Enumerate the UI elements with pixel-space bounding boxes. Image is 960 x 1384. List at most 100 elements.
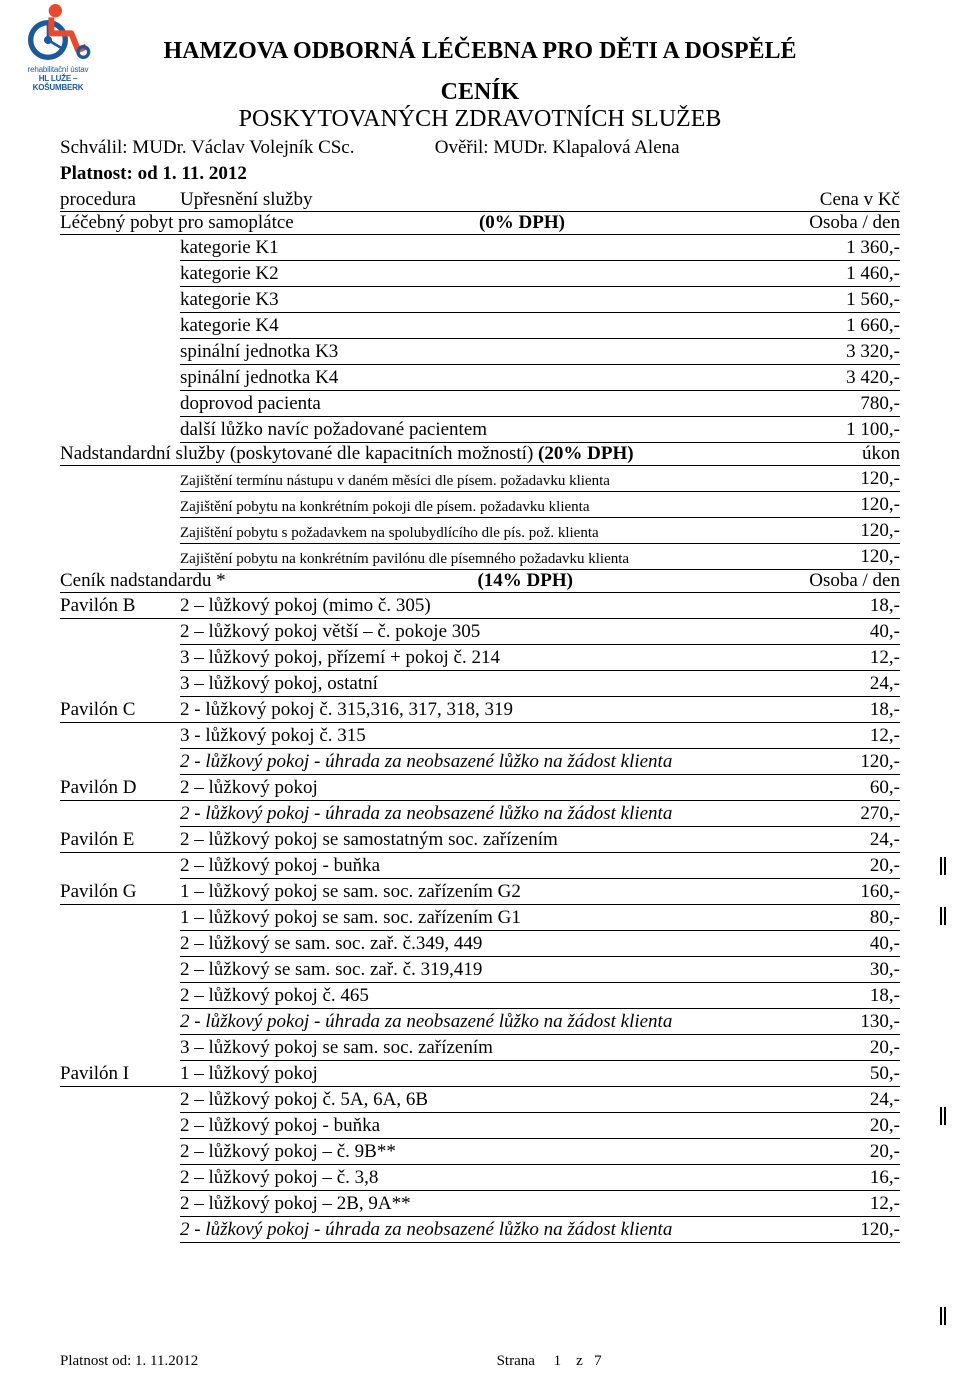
pavilion-label: [60, 1191, 180, 1217]
table-header-row: procedura Upřesnění služby Cena v Kč: [60, 189, 900, 212]
row-label: 2 – lůžkový se sam. soc. zař. č.349, 449: [180, 931, 770, 957]
row-label: Zajištění pobytu s požadavkem na spoluby…: [180, 518, 770, 544]
section-unit: Osoba / den: [770, 570, 900, 593]
table-row: 2 – lůžkový pokoj č. 46518,-: [60, 983, 900, 1009]
pavilion-label: [60, 749, 180, 775]
revision-mark-icon: [940, 1107, 946, 1125]
row-label: 3 – lůžkový pokoj se sam. soc. zařízením: [180, 1035, 770, 1061]
revision-mark-icon: [940, 857, 946, 875]
verified-by: Ověřil: MUDr. Klapalová Alena: [435, 137, 680, 158]
section-vat: (14% DPH): [477, 570, 573, 591]
pavilion-label: [60, 723, 180, 749]
section-title: Nadstandardní služby (poskytované dle ka…: [60, 443, 538, 464]
table-row: kategorie K31 560,-: [60, 287, 900, 313]
pavilion-label: Pavilón C: [60, 697, 180, 723]
table-row: 2 - lůžkový pokoj - úhrada za neobsazené…: [60, 1217, 900, 1243]
row-label: 2 - lůžkový pokoj - úhrada za neobsazené…: [180, 749, 770, 775]
table-row: 2 – lůžkový pokoj - buňka20,-: [60, 1113, 900, 1139]
table-row: 3 - lůžkový pokoj č. 31512,-: [60, 723, 900, 749]
pavilion-label: [60, 1217, 180, 1243]
table-row: 3 – lůžkový pokoj, ostatní24,-: [60, 671, 900, 697]
row-price: 16,-: [770, 1165, 900, 1191]
hdr-procedure: procedura: [60, 189, 180, 212]
logo-text-2: HL LUŽE – KOŠUMBERK: [14, 74, 102, 92]
row-price: 270,-: [770, 801, 900, 827]
row-price: 30,-: [770, 957, 900, 983]
row-label: 2 – lůžkový pokoj – č. 3,8: [180, 1165, 770, 1191]
logo-block: rehabilitační ústav HL LUŽE – KOŠUMBERK: [14, 0, 102, 92]
row-label: 2 – lůžkový pokoj – č. 9B**: [180, 1139, 770, 1165]
row-price: 780,-: [770, 391, 900, 417]
row-label: doprovod pacienta: [180, 391, 770, 417]
row-label: 2 – lůžkový pokoj: [180, 775, 770, 801]
row-price: 24,-: [770, 671, 900, 697]
pavilion-label: [60, 983, 180, 1009]
row-price: 40,-: [770, 931, 900, 957]
wheelchair-icon: [23, 0, 93, 60]
row-price: 18,-: [770, 593, 900, 619]
footer-page-sep: z: [576, 1353, 583, 1369]
section-header-row: Ceník nadstandardu * (14% DPH) Osoba / d…: [60, 570, 900, 593]
table-row: 2 – lůžkový pokoj – č. 3,816,-: [60, 1165, 900, 1191]
pavilion-label: [60, 645, 180, 671]
section-vat: (20% DPH): [538, 443, 634, 464]
row-label: 2 – lůžkový pokoj větší – č. pokoje 305: [180, 619, 770, 645]
row-price: 20,-: [770, 1113, 900, 1139]
logo-text-1: rehabilitační ústav: [14, 65, 102, 74]
approval-line: Schválil: MUDr. Václav Volejník CSc. Ově…: [60, 137, 900, 159]
row-price: 3 420,-: [770, 365, 900, 391]
row-label: kategorie K3: [180, 287, 770, 313]
table-row: další lůžko navíc požadované pacientem1 …: [60, 417, 900, 443]
row-price: 60,-: [770, 775, 900, 801]
table-row: Pavilón D2 – lůžkový pokoj60,-: [60, 775, 900, 801]
table-row: spinální jednotka K33 320,-: [60, 339, 900, 365]
validity: Platnost: od 1. 11. 2012: [60, 163, 900, 185]
footer-validity: Platnost od: 1. 11.2012: [60, 1353, 198, 1369]
row-label: 2 - lůžkový pokoj - úhrada za neobsazené…: [180, 1217, 770, 1243]
pavilion-label: [60, 931, 180, 957]
subtitle-2: POSKYTOVANÝCH ZDRAVOTNÍCH SLUŽEB: [60, 106, 900, 133]
row-price: 130,-: [770, 1009, 900, 1035]
hdr-detail: Upřesnění služby: [180, 189, 770, 212]
row-label: 2 - lůžkový pokoj - úhrada za neobsazené…: [180, 801, 770, 827]
row-label: 2 – lůžkový pokoj - buňka: [180, 1113, 770, 1139]
row-label: další lůžko navíc požadované pacientem: [180, 417, 770, 443]
row-price: 120,-: [770, 466, 900, 492]
row-price: 120,-: [770, 1217, 900, 1243]
section-unit: Osoba / den: [770, 212, 900, 235]
row-price: 1 360,-: [770, 235, 900, 261]
table-row: kategorie K41 660,-: [60, 313, 900, 339]
row-label: spinální jednotka K4: [180, 365, 770, 391]
section-title: Léčebný pobyt pro samoplátce: [60, 212, 294, 233]
row-price: 1 660,-: [770, 313, 900, 339]
row-label: 1 – lůžkový pokoj se sam. soc. zařízením…: [180, 879, 770, 905]
row-label: 2 – lůžkový se sam. soc. zař. č. 319,419: [180, 957, 770, 983]
table-row: 2 – lůžkový pokoj větší – č. pokoje 3054…: [60, 619, 900, 645]
footer-page-total: 7: [594, 1353, 602, 1369]
pavilion-label: [60, 801, 180, 827]
row-price: 20,-: [770, 1139, 900, 1165]
section-header-row: Léčebný pobyt pro samoplátce (0% DPH) Os…: [60, 212, 900, 235]
table-row: 1 – lůžkový pokoj se sam. soc. zařízením…: [60, 905, 900, 931]
table-row: 2 - lůžkový pokoj - úhrada za neobsazené…: [60, 749, 900, 775]
row-label: 2 - lůžkový pokoj č. 315,316, 317, 318, …: [180, 697, 770, 723]
table-row: kategorie K11 360,-: [60, 235, 900, 261]
row-label: 1 – lůžkový pokoj se sam. soc. zařízením…: [180, 905, 770, 931]
row-label: Zajištění termínu nástupu v daném měsíci…: [180, 466, 770, 492]
row-price: 20,-: [770, 853, 900, 879]
pavilion-label: Pavilón I: [60, 1061, 180, 1087]
row-label: kategorie K2: [180, 261, 770, 287]
table-row: doprovod pacienta780,-: [60, 391, 900, 417]
table-row: 2 - lůžkový pokoj - úhrada za neobsazené…: [60, 1009, 900, 1035]
row-price: 1 460,-: [770, 261, 900, 287]
footer-page-label: Strana: [497, 1353, 535, 1369]
table-row: Pavilón G1 – lůžkový pokoj se sam. soc. …: [60, 879, 900, 905]
row-price: 1 560,-: [770, 287, 900, 313]
row-label: Zajištění pobytu na konkrétním pavilónu …: [180, 544, 770, 570]
pavilion-label: [60, 1009, 180, 1035]
main-title: HAMZOVA ODBORNÁ LÉČEBNA PRO DĚTI A DOSPĚ…: [60, 38, 900, 65]
pavilion-label: Pavilón B: [60, 593, 180, 619]
row-label: 3 – lůžkový pokoj, ostatní: [180, 671, 770, 697]
row-label: 2 – lůžkový pokoj se samostatným soc. za…: [180, 827, 770, 853]
row-price: 80,-: [770, 905, 900, 931]
